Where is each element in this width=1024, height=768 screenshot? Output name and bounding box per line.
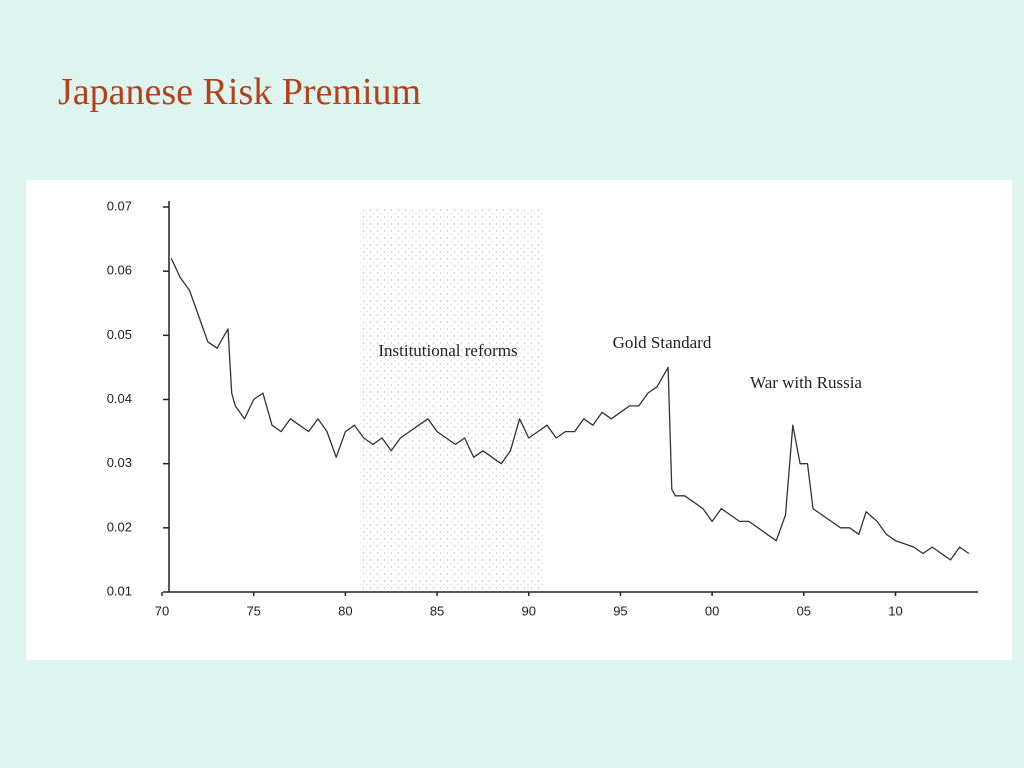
shaded-period bbox=[360, 207, 544, 592]
y-tick-label: 0.06 bbox=[107, 263, 132, 278]
x-tick-label: 75 bbox=[246, 603, 260, 618]
annotation: Gold Standard bbox=[613, 333, 712, 352]
annotation: War with Russia bbox=[750, 373, 862, 392]
annotation: Institutional reforms bbox=[378, 341, 517, 360]
x-tick-label: 70 bbox=[155, 603, 169, 618]
slide-title: Japanese Risk Premium bbox=[58, 71, 422, 113]
y-tick-label: 0.07 bbox=[107, 198, 132, 213]
x-tick-label: 85 bbox=[430, 603, 444, 618]
y-tick-label: 0.04 bbox=[107, 391, 132, 406]
data-line bbox=[170, 258, 970, 561]
x-tick-label: 00 bbox=[705, 603, 719, 618]
y-tick-label: 0.02 bbox=[107, 519, 132, 534]
y-tick-label: 0.03 bbox=[107, 455, 132, 470]
x-tick-label: 95 bbox=[613, 603, 627, 618]
x-tick-label: 80 bbox=[338, 603, 352, 618]
y-tick-label: 0.01 bbox=[107, 583, 132, 598]
x-tick-label: 90 bbox=[522, 603, 536, 618]
chart: 0.01 0.02 0.03 0.04 0.05 0.06 0.07 70 75 80 85 90 95… bbox=[26, 180, 1012, 660]
x-tick-label: 10 bbox=[888, 603, 902, 618]
y-tick-label: 0.05 bbox=[107, 327, 132, 342]
x-tick-label: 05 bbox=[797, 603, 811, 618]
